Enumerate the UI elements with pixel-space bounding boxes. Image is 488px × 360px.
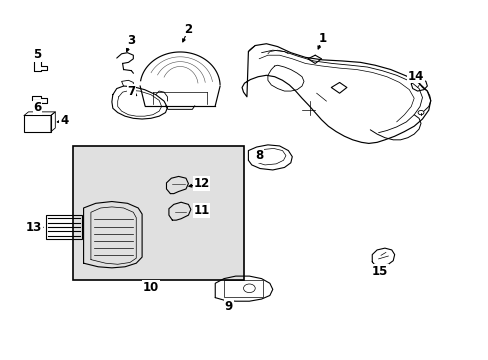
Text: 10: 10 [142,281,159,294]
Text: 13: 13 [26,221,42,234]
Text: 2: 2 [184,23,192,36]
Text: 15: 15 [371,265,387,278]
Text: 8: 8 [254,149,263,162]
Bar [73,146,244,280]
Text: 11: 11 [193,204,209,217]
Text: 1: 1 [318,32,326,45]
Text: 14: 14 [407,69,424,82]
Text: 5: 5 [33,48,41,61]
Bar [224,280,263,297]
Text: 4: 4 [60,114,68,127]
Text: 3: 3 [127,34,135,48]
Text: 12: 12 [193,177,209,190]
Text: 9: 9 [224,300,233,313]
Bar [45,215,82,239]
Text: 7: 7 [127,85,135,98]
Text: 6: 6 [33,101,41,114]
Bar [24,116,51,132]
